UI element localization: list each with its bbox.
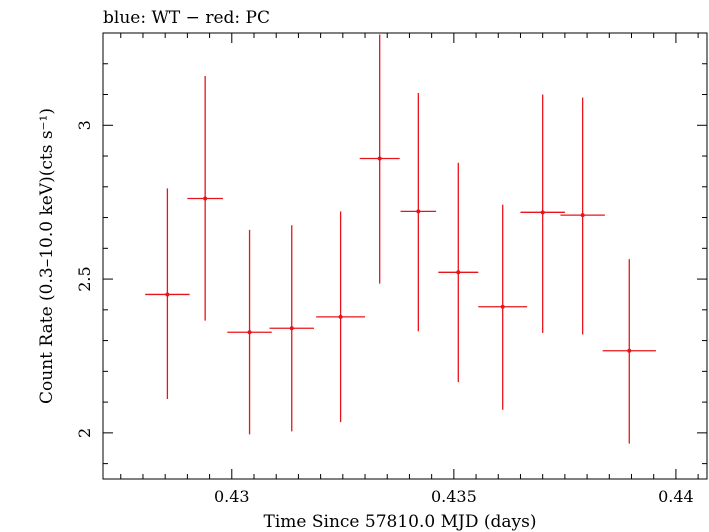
x-axis-label: Time Since 57810.0 MJD (days): [264, 512, 537, 532]
y-tick-label: 2.5: [75, 266, 94, 291]
data-point: [438, 162, 479, 383]
x-tick-label: 0.435: [431, 487, 477, 506]
data-points: [145, 34, 656, 444]
data-marker: [203, 196, 208, 201]
data-point: [602, 259, 656, 444]
data-marker: [416, 209, 421, 214]
data-point: [478, 204, 528, 410]
axis-ticks: [103, 33, 707, 479]
data-point: [400, 92, 437, 332]
data-marker: [165, 292, 170, 297]
data-point: [187, 76, 223, 321]
plot-frame: [102, 32, 708, 480]
chart-title: blue: WT − red: PC: [103, 8, 270, 28]
y-tick-label: 3: [75, 120, 94, 130]
data-marker: [377, 156, 382, 161]
data-point: [520, 94, 565, 333]
data-marker: [289, 326, 294, 331]
data-marker: [456, 270, 461, 275]
data-point: [359, 34, 400, 284]
data-marker: [247, 330, 252, 335]
data-marker: [500, 304, 505, 309]
y-axis-label: Count Rate (0.3–10.0 keV)(cts s⁻¹): [37, 108, 57, 404]
y-tick-label: 2: [75, 428, 94, 438]
data-marker: [627, 348, 632, 353]
data-point: [269, 225, 314, 432]
axis-tick-labels: 0.43 0.435 0.44 2 2.5 3: [75, 120, 694, 506]
data-marker: [580, 213, 585, 218]
data-point: [227, 229, 272, 435]
data-marker: [338, 314, 343, 319]
data-point: [316, 211, 366, 423]
data-point: [145, 188, 190, 400]
x-tick-label: 0.44: [658, 487, 694, 506]
data-point: [560, 97, 605, 335]
x-tick-label: 0.43: [214, 487, 250, 506]
data-marker: [540, 210, 545, 215]
